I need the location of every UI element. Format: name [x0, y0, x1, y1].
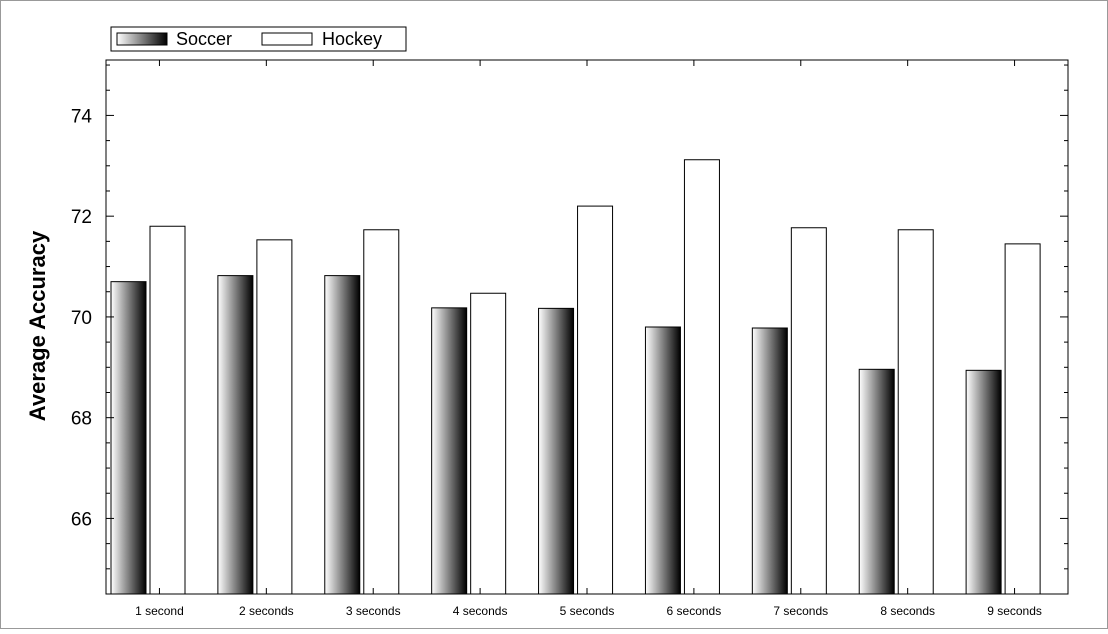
x-tick-label: 1 second	[135, 604, 184, 618]
bar-soccer-2	[218, 276, 253, 594]
bar-hockey-8	[898, 230, 933, 594]
y-tick-label: 70	[71, 308, 92, 329]
bar-hockey-1	[150, 226, 185, 594]
legend-label-hockey: Hockey	[322, 29, 382, 49]
x-tick-label: 2 seconds	[239, 604, 294, 618]
x-tick-label: 3 seconds	[346, 604, 401, 618]
bar-soccer-9	[966, 370, 1001, 594]
x-tick-label: 8 seconds	[880, 604, 935, 618]
y-tick-label: 72	[71, 207, 92, 228]
x-tick-label: 5 seconds	[560, 604, 615, 618]
bar-hockey-7	[791, 228, 826, 594]
bar-hockey-4	[471, 293, 506, 594]
x-tick-label: 9 seconds	[987, 604, 1042, 618]
y-tick-label: 66	[71, 509, 92, 530]
bar-soccer-3	[325, 276, 360, 594]
x-tick-label: 6 seconds	[667, 604, 722, 618]
legend-swatch-soccer	[117, 33, 167, 45]
bar-soccer-6	[645, 327, 680, 594]
y-axis-title: Average Accuracy	[25, 230, 50, 421]
legend: Soccer Hockey	[111, 27, 406, 51]
bar-hockey-3	[364, 230, 399, 594]
y-tick-label: 68	[71, 409, 92, 430]
bar-soccer-1	[111, 282, 146, 594]
x-tick-label: 4 seconds	[453, 604, 508, 618]
bar-soccer-7	[752, 328, 787, 594]
legend-swatch-hockey	[262, 33, 312, 45]
y-tick-label: 74	[71, 106, 93, 127]
bar-hockey-2	[257, 240, 292, 594]
bar-soccer-5	[539, 308, 574, 594]
x-tick-label: 7 seconds	[773, 604, 828, 618]
bar-hockey-6	[684, 160, 719, 594]
bar-soccer-8	[859, 369, 894, 594]
bar-hockey-5	[578, 206, 613, 594]
bar-soccer-4	[432, 308, 467, 594]
bar-hockey-9	[1005, 244, 1040, 594]
legend-label-soccer: Soccer	[176, 29, 232, 49]
